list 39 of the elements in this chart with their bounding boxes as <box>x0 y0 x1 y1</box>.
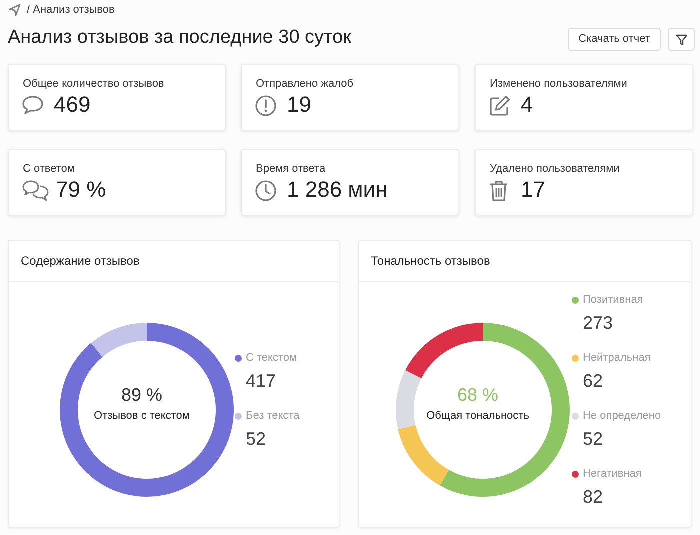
data-label: 52 <box>583 428 604 450</box>
text: Изменено пользователями <box>490 77 628 91</box>
filter-button[interactable] <box>668 28 695 51</box>
data-label: 273 <box>583 312 614 334</box>
text: Общая тональность <box>426 409 530 423</box>
text: 4 <box>521 92 534 118</box>
text: Отзывов с текстом <box>93 409 191 423</box>
text: Анализ отзывов за последние 30 суток <box>8 26 352 50</box>
text: 19 <box>287 92 312 118</box>
legend-label: Без текста <box>246 409 300 423</box>
legend-label: Позитивная <box>583 293 644 307</box>
donut-slice <box>398 425 449 486</box>
donut-slice <box>396 370 422 430</box>
data-label: 52 <box>246 428 268 450</box>
data-label: 62 <box>583 370 604 392</box>
text: 79 % <box>56 177 106 203</box>
text: Общее количество отзывов <box>23 77 164 91</box>
chart-title: Содержание отзывов <box>9 241 339 282</box>
chart-title: Тональность отзывов <box>359 241 691 282</box>
legend-label: С текстом <box>246 351 298 365</box>
text: 68 % <box>456 384 500 406</box>
legend-label: Нейтральная <box>583 351 651 365</box>
data-label: 82 <box>583 486 604 508</box>
text: 17 <box>521 177 546 203</box>
download-report-button[interactable]: Скачать отчет <box>568 28 661 51</box>
text: 89 % <box>120 384 164 406</box>
donut-slice <box>91 323 147 358</box>
text: / Анализ отзывов <box>27 3 115 17</box>
text: С ответом <box>23 162 75 176</box>
text: Удалено пользователями <box>490 162 620 176</box>
donut-slice <box>60 323 234 497</box>
text: Время ответа <box>256 162 326 176</box>
data-label: 417 <box>246 370 278 392</box>
legend-label: Негативная <box>583 467 642 481</box>
text: 469 <box>54 92 91 118</box>
donut-slice <box>406 323 483 379</box>
legend-label: Не определено <box>583 409 662 423</box>
text: Отправлено жалоб <box>256 77 354 91</box>
text: 1 286 мин <box>287 177 388 203</box>
